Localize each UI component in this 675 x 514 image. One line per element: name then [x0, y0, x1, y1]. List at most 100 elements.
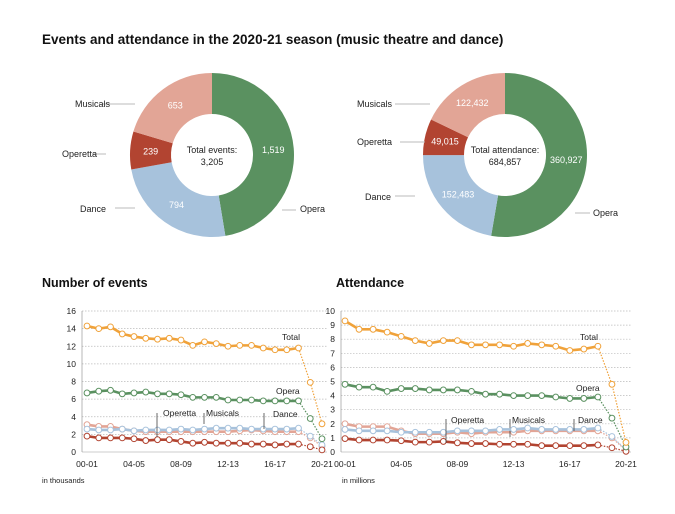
unit-note: in millions: [342, 476, 375, 485]
data-point: [318, 435, 326, 443]
data-point: [369, 427, 377, 435]
x-tick-label: 04-05: [123, 459, 145, 469]
data-point: [355, 427, 363, 435]
slice-value-label: 152,483: [442, 190, 475, 200]
data-point: [306, 432, 314, 440]
data-point: [369, 436, 377, 444]
data-point: [236, 396, 244, 404]
slice-value-label: 49,015: [431, 136, 459, 146]
data-point: [383, 387, 391, 395]
data-point: [130, 389, 138, 397]
figure-title: Events and attendance in the 2020-21 sea…: [42, 32, 504, 47]
data-point: [439, 438, 447, 445]
data-point: [259, 344, 267, 352]
data-point: [608, 444, 616, 452]
slice-category-label: Operetta: [357, 137, 392, 147]
series-line-dotted: [597, 346, 627, 443]
series-label: Musicals: [206, 408, 239, 418]
y-tick-label: 4: [71, 412, 76, 422]
data-point: [318, 420, 326, 428]
data-point: [212, 439, 220, 447]
data-point: [154, 335, 161, 343]
x-tick-label: 00-01: [76, 459, 98, 469]
donut-slice-dance: [423, 155, 499, 236]
data-point: [271, 346, 279, 354]
data-point: [248, 425, 255, 433]
data-point: [594, 441, 602, 449]
slice-value-label: 1,519: [262, 145, 285, 155]
data-point: [397, 428, 405, 436]
data-point: [397, 437, 405, 445]
data-point: [496, 390, 503, 398]
data-point: [271, 397, 279, 405]
data-point: [496, 426, 503, 433]
data-point: [177, 336, 185, 344]
y-tick-label: 12: [67, 341, 77, 351]
y-tick-label: 14: [67, 324, 77, 334]
data-point: [224, 439, 232, 447]
data-point: [259, 425, 267, 433]
data-point: [154, 436, 161, 444]
data-point: [496, 341, 503, 349]
series-label: Opera: [276, 386, 300, 396]
data-point: [622, 439, 630, 446]
x-tick-label: 04-05: [390, 459, 412, 469]
donut-slice-operetta: [423, 119, 469, 156]
data-point: [189, 393, 197, 401]
data-point: [212, 424, 220, 432]
y-tick-label: 3: [330, 405, 335, 415]
data-point: [259, 397, 267, 405]
data-point: [118, 425, 126, 433]
data-point: [439, 386, 447, 394]
data-point: [496, 440, 503, 448]
donut-slice-musicals: [431, 73, 505, 138]
data-point: [397, 332, 405, 340]
series-label: Total: [580, 332, 598, 342]
series-label: Dance: [578, 415, 603, 425]
y-tick-label: 2: [71, 429, 76, 439]
slice-value-label: 794: [169, 200, 184, 210]
x-tick-label: 08-09: [170, 459, 192, 469]
data-point: [306, 443, 314, 451]
data-point: [201, 338, 208, 346]
x-tick-label: 16-17: [264, 459, 286, 469]
data-point: [259, 440, 267, 448]
series-opera: Opera: [83, 386, 326, 443]
data-point: [165, 436, 173, 444]
data-point: [538, 426, 546, 433]
y-tick-label: 0: [330, 447, 335, 457]
data-point: [580, 345, 588, 353]
x-tick-label: 12-13: [217, 459, 239, 469]
data-point: [397, 385, 405, 392]
data-point: [177, 438, 185, 445]
donut-slice-opera: [491, 73, 587, 237]
data-point: [224, 342, 232, 350]
slice-category-label: Opera: [593, 208, 618, 218]
slice-category-label: Musicals: [357, 99, 393, 109]
data-point: [482, 440, 489, 447]
data-point: [118, 330, 126, 338]
donut-center-label: Total attendance:: [471, 145, 540, 155]
series-total: Total: [83, 322, 326, 428]
data-point: [383, 427, 391, 435]
y-tick-label: 10: [326, 306, 336, 316]
slice-value-label: 653: [168, 101, 183, 111]
data-point: [454, 337, 461, 345]
donut-center-value: 3,205: [201, 157, 224, 167]
y-tick-label: 8: [71, 377, 76, 387]
y-tick-label: 8: [330, 334, 335, 344]
data-point: [468, 387, 475, 395]
data-point: [236, 424, 244, 432]
donut-slice-operetta: [130, 131, 173, 170]
data-point: [510, 426, 517, 433]
donut-chart-events: 1,519 Opera 794 Dance 239 Operetta 653 Musicals…: [62, 73, 325, 237]
data-point: [510, 440, 517, 448]
data-point: [283, 425, 291, 433]
data-point: [580, 395, 588, 402]
data-point: [425, 438, 433, 446]
data-point: [306, 378, 314, 386]
data-point: [107, 426, 114, 434]
data-point: [552, 426, 560, 433]
data-point: [454, 386, 461, 394]
